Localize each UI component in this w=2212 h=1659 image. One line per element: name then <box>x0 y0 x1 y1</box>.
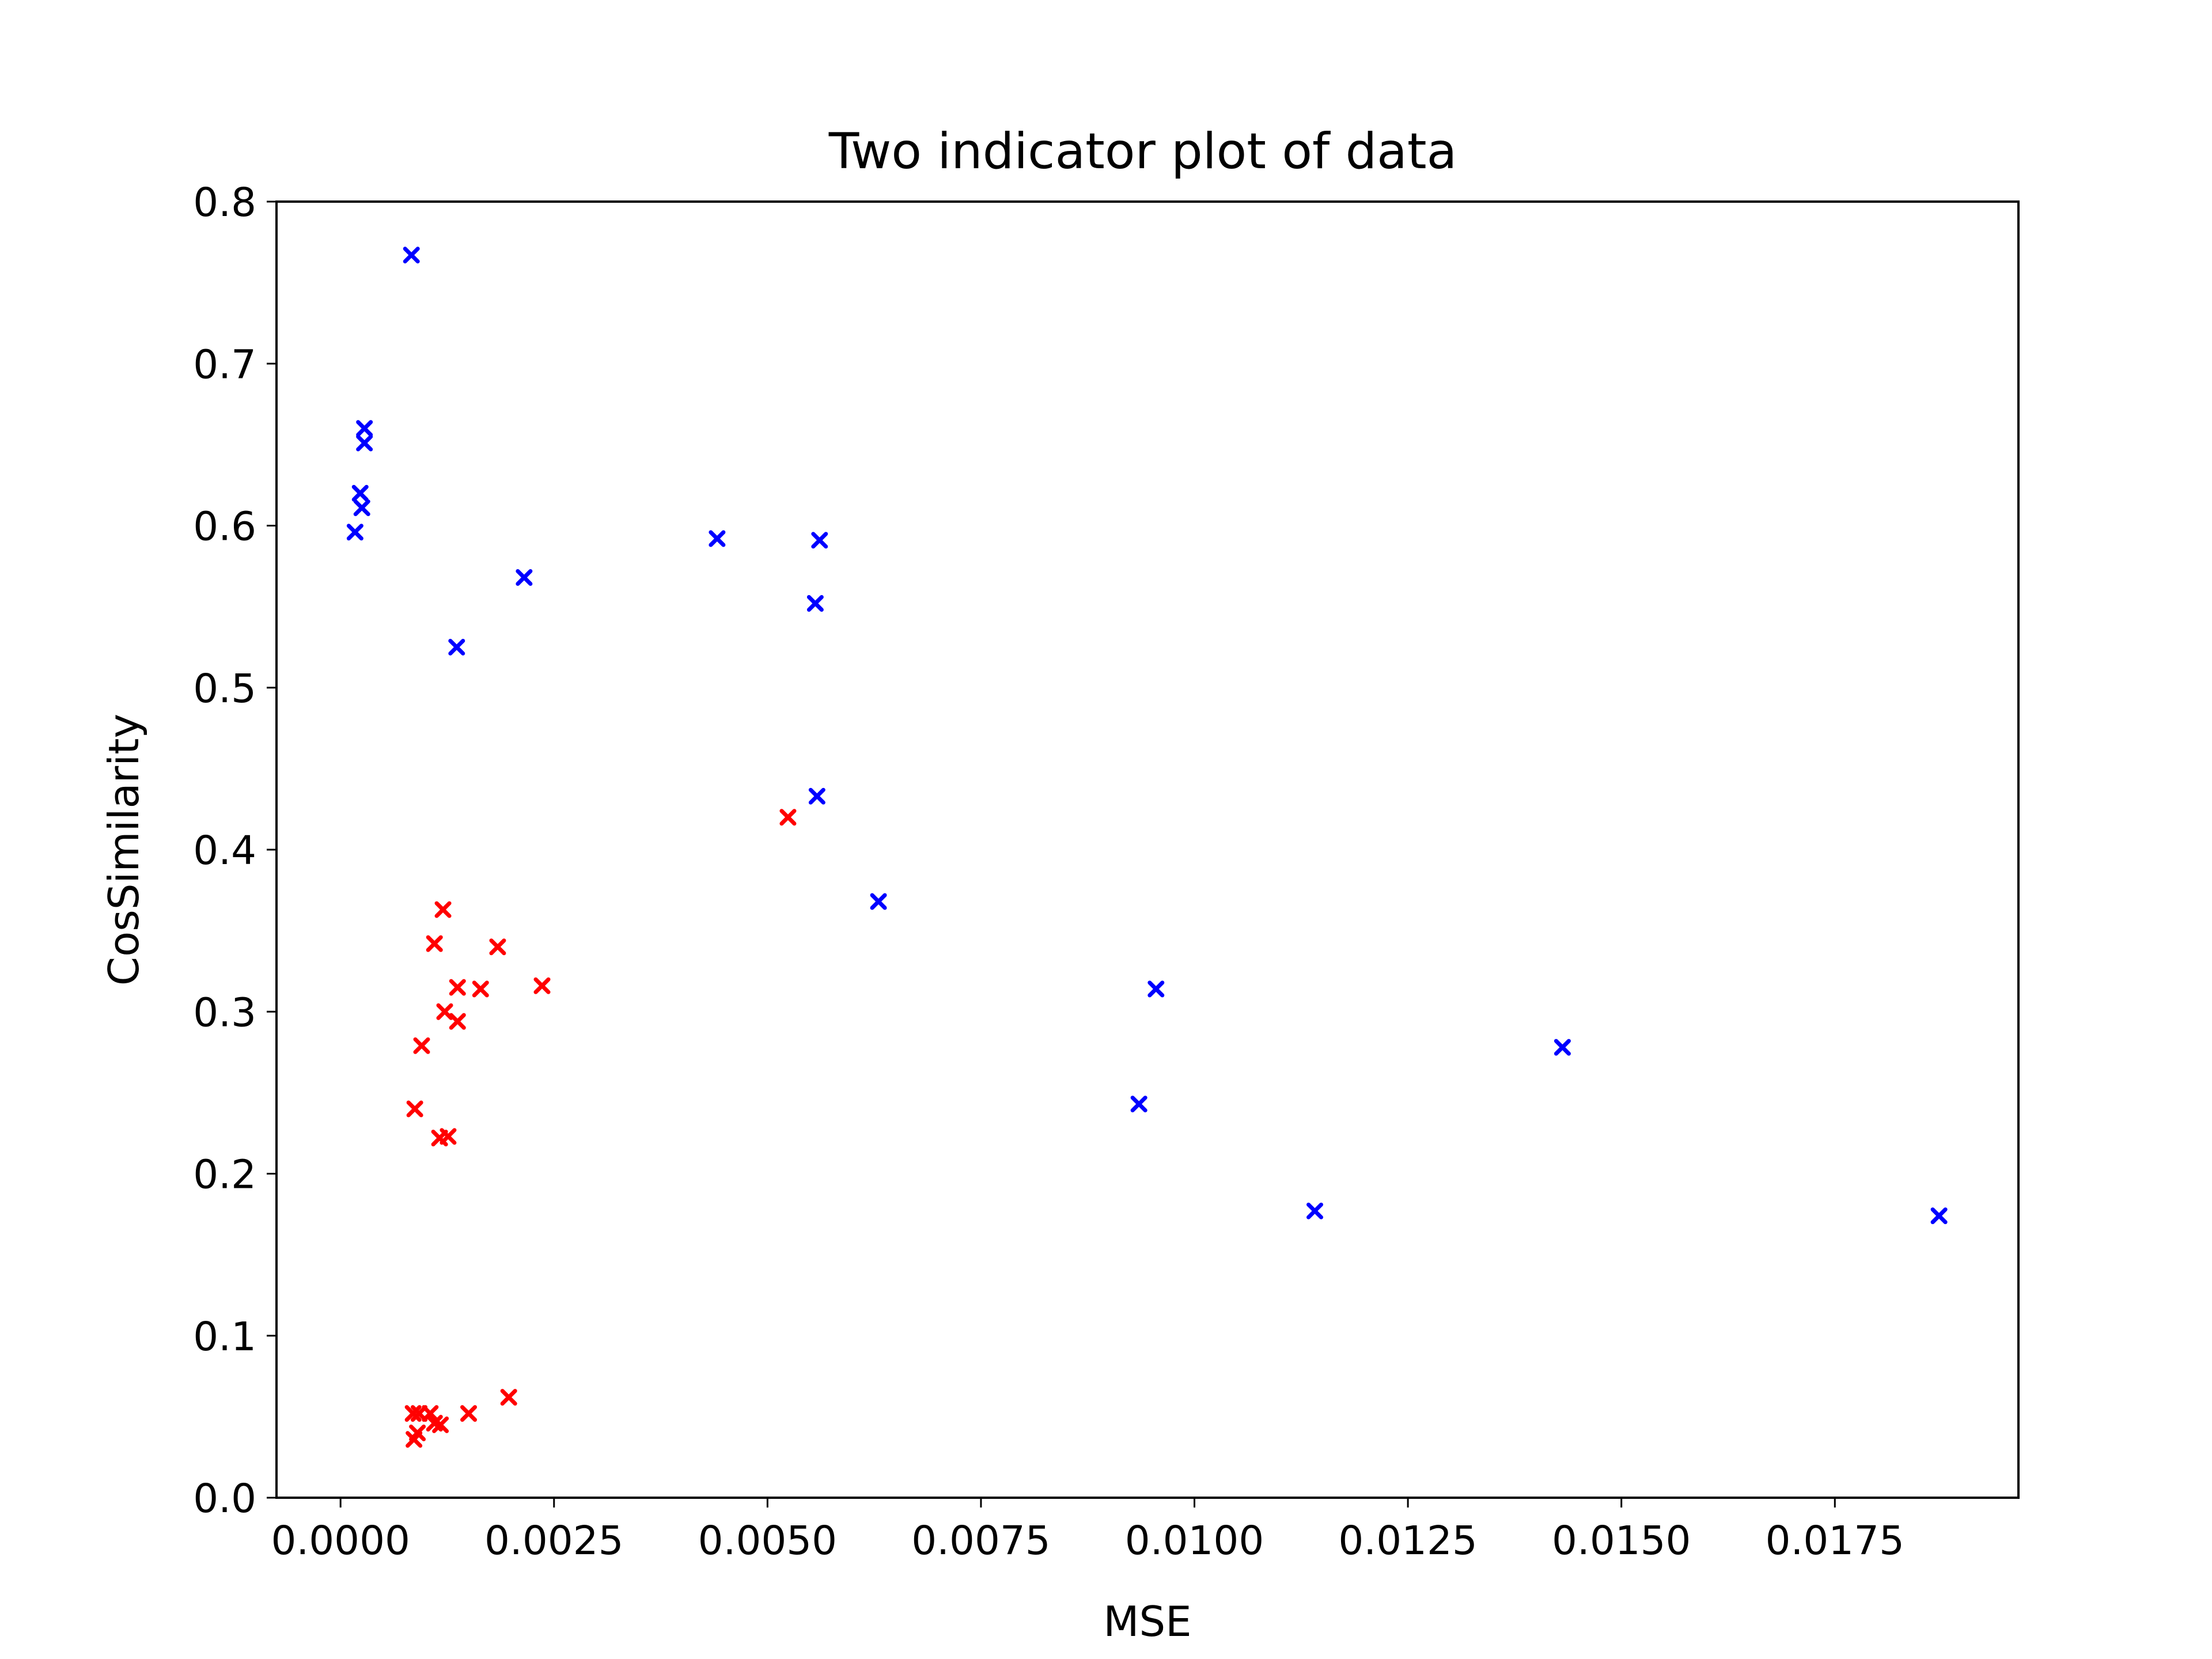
x-axis-label: MSE <box>1103 1597 1191 1646</box>
y-tick-label: 0.3 <box>193 990 256 1036</box>
data-point <box>449 979 466 996</box>
y-tick-label: 0.7 <box>193 342 256 388</box>
y-tick-label: 0.1 <box>193 1314 256 1360</box>
data-point <box>489 938 506 956</box>
data-point <box>356 420 373 437</box>
data-point <box>406 1100 423 1118</box>
x-tick-label: 0.0175 <box>1766 1518 1904 1564</box>
data-point <box>808 787 825 805</box>
data-point <box>440 1128 457 1145</box>
data-point <box>426 935 443 952</box>
x-tick-label: 0.0000 <box>271 1518 410 1564</box>
y-tick-label: 0.2 <box>193 1152 256 1198</box>
x-tick-label: 0.0025 <box>484 1518 623 1564</box>
data-point <box>806 595 824 612</box>
data-point <box>709 530 726 547</box>
x-tick-label: 0.0050 <box>698 1518 837 1564</box>
y-axis-label: CosSimilarity <box>100 714 148 986</box>
data-point <box>460 1405 478 1422</box>
data-point <box>1306 1202 1324 1219</box>
y-tick-label: 0.5 <box>193 666 256 712</box>
y-tick-label: 0.4 <box>193 828 256 874</box>
data-point <box>406 1431 423 1448</box>
data-point <box>779 809 797 826</box>
data-point <box>353 499 370 517</box>
data-point <box>346 524 363 541</box>
data-point <box>1147 980 1165 998</box>
data-point <box>1130 1096 1147 1113</box>
data-point <box>432 1416 449 1433</box>
x-axis: 0.0000 0.0025 0.0050 0.0075 0.0100 0.0125 0.01… <box>271 1498 1904 1564</box>
y-axis: 0.0 0.1 0.2 0.3 0.4 0.5 0.6 0.7 0.8 <box>193 180 276 1522</box>
chart-title: Two indicator plot of data <box>828 123 1457 180</box>
data-point <box>516 569 533 586</box>
plot-frame <box>275 200 2020 1499</box>
data-point <box>403 247 420 264</box>
data-point <box>500 1389 517 1406</box>
data-points <box>346 247 1948 1448</box>
x-tick-label: 0.0100 <box>1125 1518 1264 1564</box>
data-point <box>449 1013 466 1030</box>
data-point <box>811 532 828 549</box>
data-point <box>413 1037 430 1054</box>
data-point <box>870 893 887 910</box>
data-point <box>1930 1207 1948 1225</box>
x-tick-label: 0.0075 <box>911 1518 1050 1564</box>
data-point <box>1554 1039 1571 1056</box>
y-tick-label: 0.0 <box>193 1476 256 1522</box>
data-point <box>434 901 452 918</box>
data-point <box>351 484 369 502</box>
x-tick-label: 0.0125 <box>1338 1518 1477 1564</box>
data-point <box>448 638 465 656</box>
data-point <box>436 1003 453 1020</box>
y-tick-label: 0.8 <box>193 180 256 226</box>
data-point <box>533 977 551 994</box>
data-point <box>356 434 373 452</box>
x-tick-label: 0.0150 <box>1552 1518 1691 1564</box>
data-point <box>472 980 489 998</box>
y-tick-label: 0.6 <box>193 504 256 550</box>
